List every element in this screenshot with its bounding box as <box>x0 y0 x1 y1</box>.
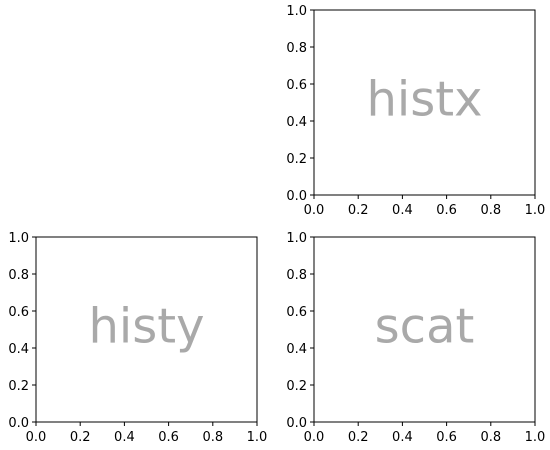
scat-y-tick-label: 1.0 <box>286 231 307 246</box>
histx-x-tick-label: 0.8 <box>480 203 501 218</box>
histx-x-tick-label: 0.4 <box>392 203 413 218</box>
scat-x-tick-label: 0.4 <box>392 430 413 445</box>
histy-x-tick-label: 0.4 <box>114 430 135 445</box>
histy-axes-frame <box>35 236 258 423</box>
histx-x-tick-label: 0.2 <box>348 203 369 218</box>
scat-y-tick-label: 0.8 <box>286 268 307 283</box>
histx-y-tick-label: 0.6 <box>286 78 307 93</box>
scat-x-tick-label: 0.8 <box>480 430 501 445</box>
histx-axes-frame <box>313 9 536 196</box>
histx-annotation: histx <box>367 72 483 128</box>
histy-y-tick-label: 0.0 <box>8 416 29 431</box>
histy-x-tick-label: 0.0 <box>26 430 47 445</box>
histy-y-tick-label: 0.4 <box>8 342 29 357</box>
histx-y-tick-label: 0.0 <box>286 189 307 204</box>
panel-histy: 0.0 0.2 0.4 0.6 0.8 1.0 0.0 0.2 0.4 0.6 0.8 1.0 hist… <box>8 231 267 445</box>
histy-x-tick-label: 0.6 <box>158 430 179 445</box>
histx-y-tick-label: 0.8 <box>286 41 307 56</box>
histy-y-tick-label: 1.0 <box>8 231 29 246</box>
scat-y-tick-label: 0.6 <box>286 305 307 320</box>
histx-y-tick-label: 0.2 <box>286 152 307 167</box>
histy-x-tick-label: 0.8 <box>202 430 223 445</box>
histx-y-tick-label: 1.0 <box>286 4 307 19</box>
histy-y-tick-label: 0.2 <box>8 379 29 394</box>
scat-y-tick-label: 0.2 <box>286 379 307 394</box>
histx-x-tick-label: 0.6 <box>436 203 457 218</box>
scat-annotation: scat <box>375 299 475 355</box>
scat-x-tick-label: 1.0 <box>525 430 546 445</box>
scat-axes-frame <box>313 236 536 423</box>
scat-x-tick-label: 0.0 <box>304 430 325 445</box>
panel-histx: 0.0 0.2 0.4 0.6 0.8 1.0 0.0 0.2 0.4 0.6 0.8 1.0 hist… <box>286 4 545 218</box>
histx-y-tick-label: 0.4 <box>286 115 307 130</box>
histy-x-tick-label: 0.2 <box>70 430 91 445</box>
panel-scat: 0.0 0.2 0.4 0.6 0.8 1.0 0.0 0.2 0.4 0.6 0.8 1.0 scat <box>286 231 545 445</box>
histx-x-tick-label: 0.0 <box>304 203 325 218</box>
histy-y-tick-label: 0.6 <box>8 305 29 320</box>
scat-x-tick-label: 0.2 <box>348 430 369 445</box>
histx-x-tick-label: 1.0 <box>525 203 546 218</box>
scat-y-tick-label: 0.4 <box>286 342 307 357</box>
histy-x-tick-label: 1.0 <box>247 430 268 445</box>
histy-y-tick-label: 0.8 <box>8 268 29 283</box>
histy-annotation: histy <box>89 299 205 355</box>
scat-x-tick-label: 0.6 <box>436 430 457 445</box>
scat-y-tick-label: 0.0 <box>286 416 307 431</box>
